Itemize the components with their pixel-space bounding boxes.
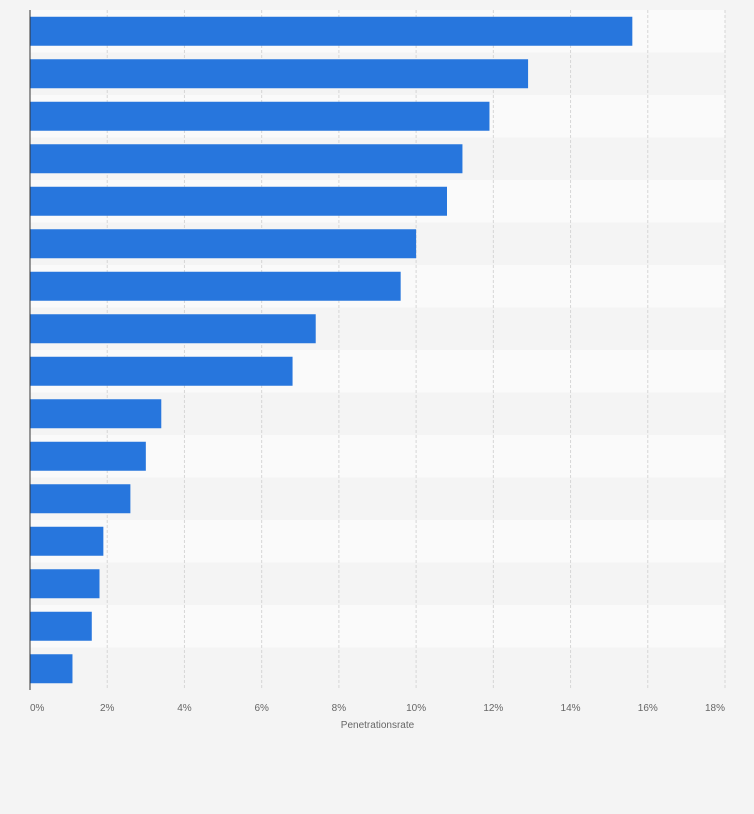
bar xyxy=(30,526,104,556)
x-tick-label: 0% xyxy=(30,703,45,714)
x-tick-label: 18% xyxy=(705,703,725,714)
row-band xyxy=(30,605,725,648)
x-tick-label: 12% xyxy=(483,703,503,714)
bars xyxy=(30,16,633,684)
x-axis-title: Penetrationsrate xyxy=(341,720,415,731)
x-tick-label: 8% xyxy=(332,703,347,714)
bar xyxy=(30,399,162,429)
x-tick-label: 14% xyxy=(561,703,581,714)
x-tick-label: 4% xyxy=(177,703,192,714)
bar xyxy=(30,314,316,344)
bar xyxy=(30,101,490,131)
bar xyxy=(30,59,529,89)
bar xyxy=(30,271,401,301)
bar xyxy=(30,356,293,386)
x-tick-label: 10% xyxy=(406,703,426,714)
x-tick-label: 16% xyxy=(638,703,658,714)
bar xyxy=(30,186,447,216)
bar xyxy=(30,611,92,641)
gridlines xyxy=(106,10,726,690)
row-band xyxy=(30,520,725,563)
row-band xyxy=(30,562,725,605)
bar xyxy=(30,441,146,471)
row-band xyxy=(30,647,725,690)
x-tick-label: 2% xyxy=(100,703,115,714)
bar xyxy=(30,484,131,514)
x-tick-label: 6% xyxy=(254,703,269,714)
row-band xyxy=(30,477,725,520)
x-axis-ticks: 0% 2% 4% 6% 8% 10% 12% 14% 16% 18% xyxy=(30,703,725,714)
bar xyxy=(30,144,463,174)
bar xyxy=(30,229,417,259)
bar xyxy=(30,654,73,684)
bar xyxy=(30,16,633,46)
bar xyxy=(30,569,100,599)
